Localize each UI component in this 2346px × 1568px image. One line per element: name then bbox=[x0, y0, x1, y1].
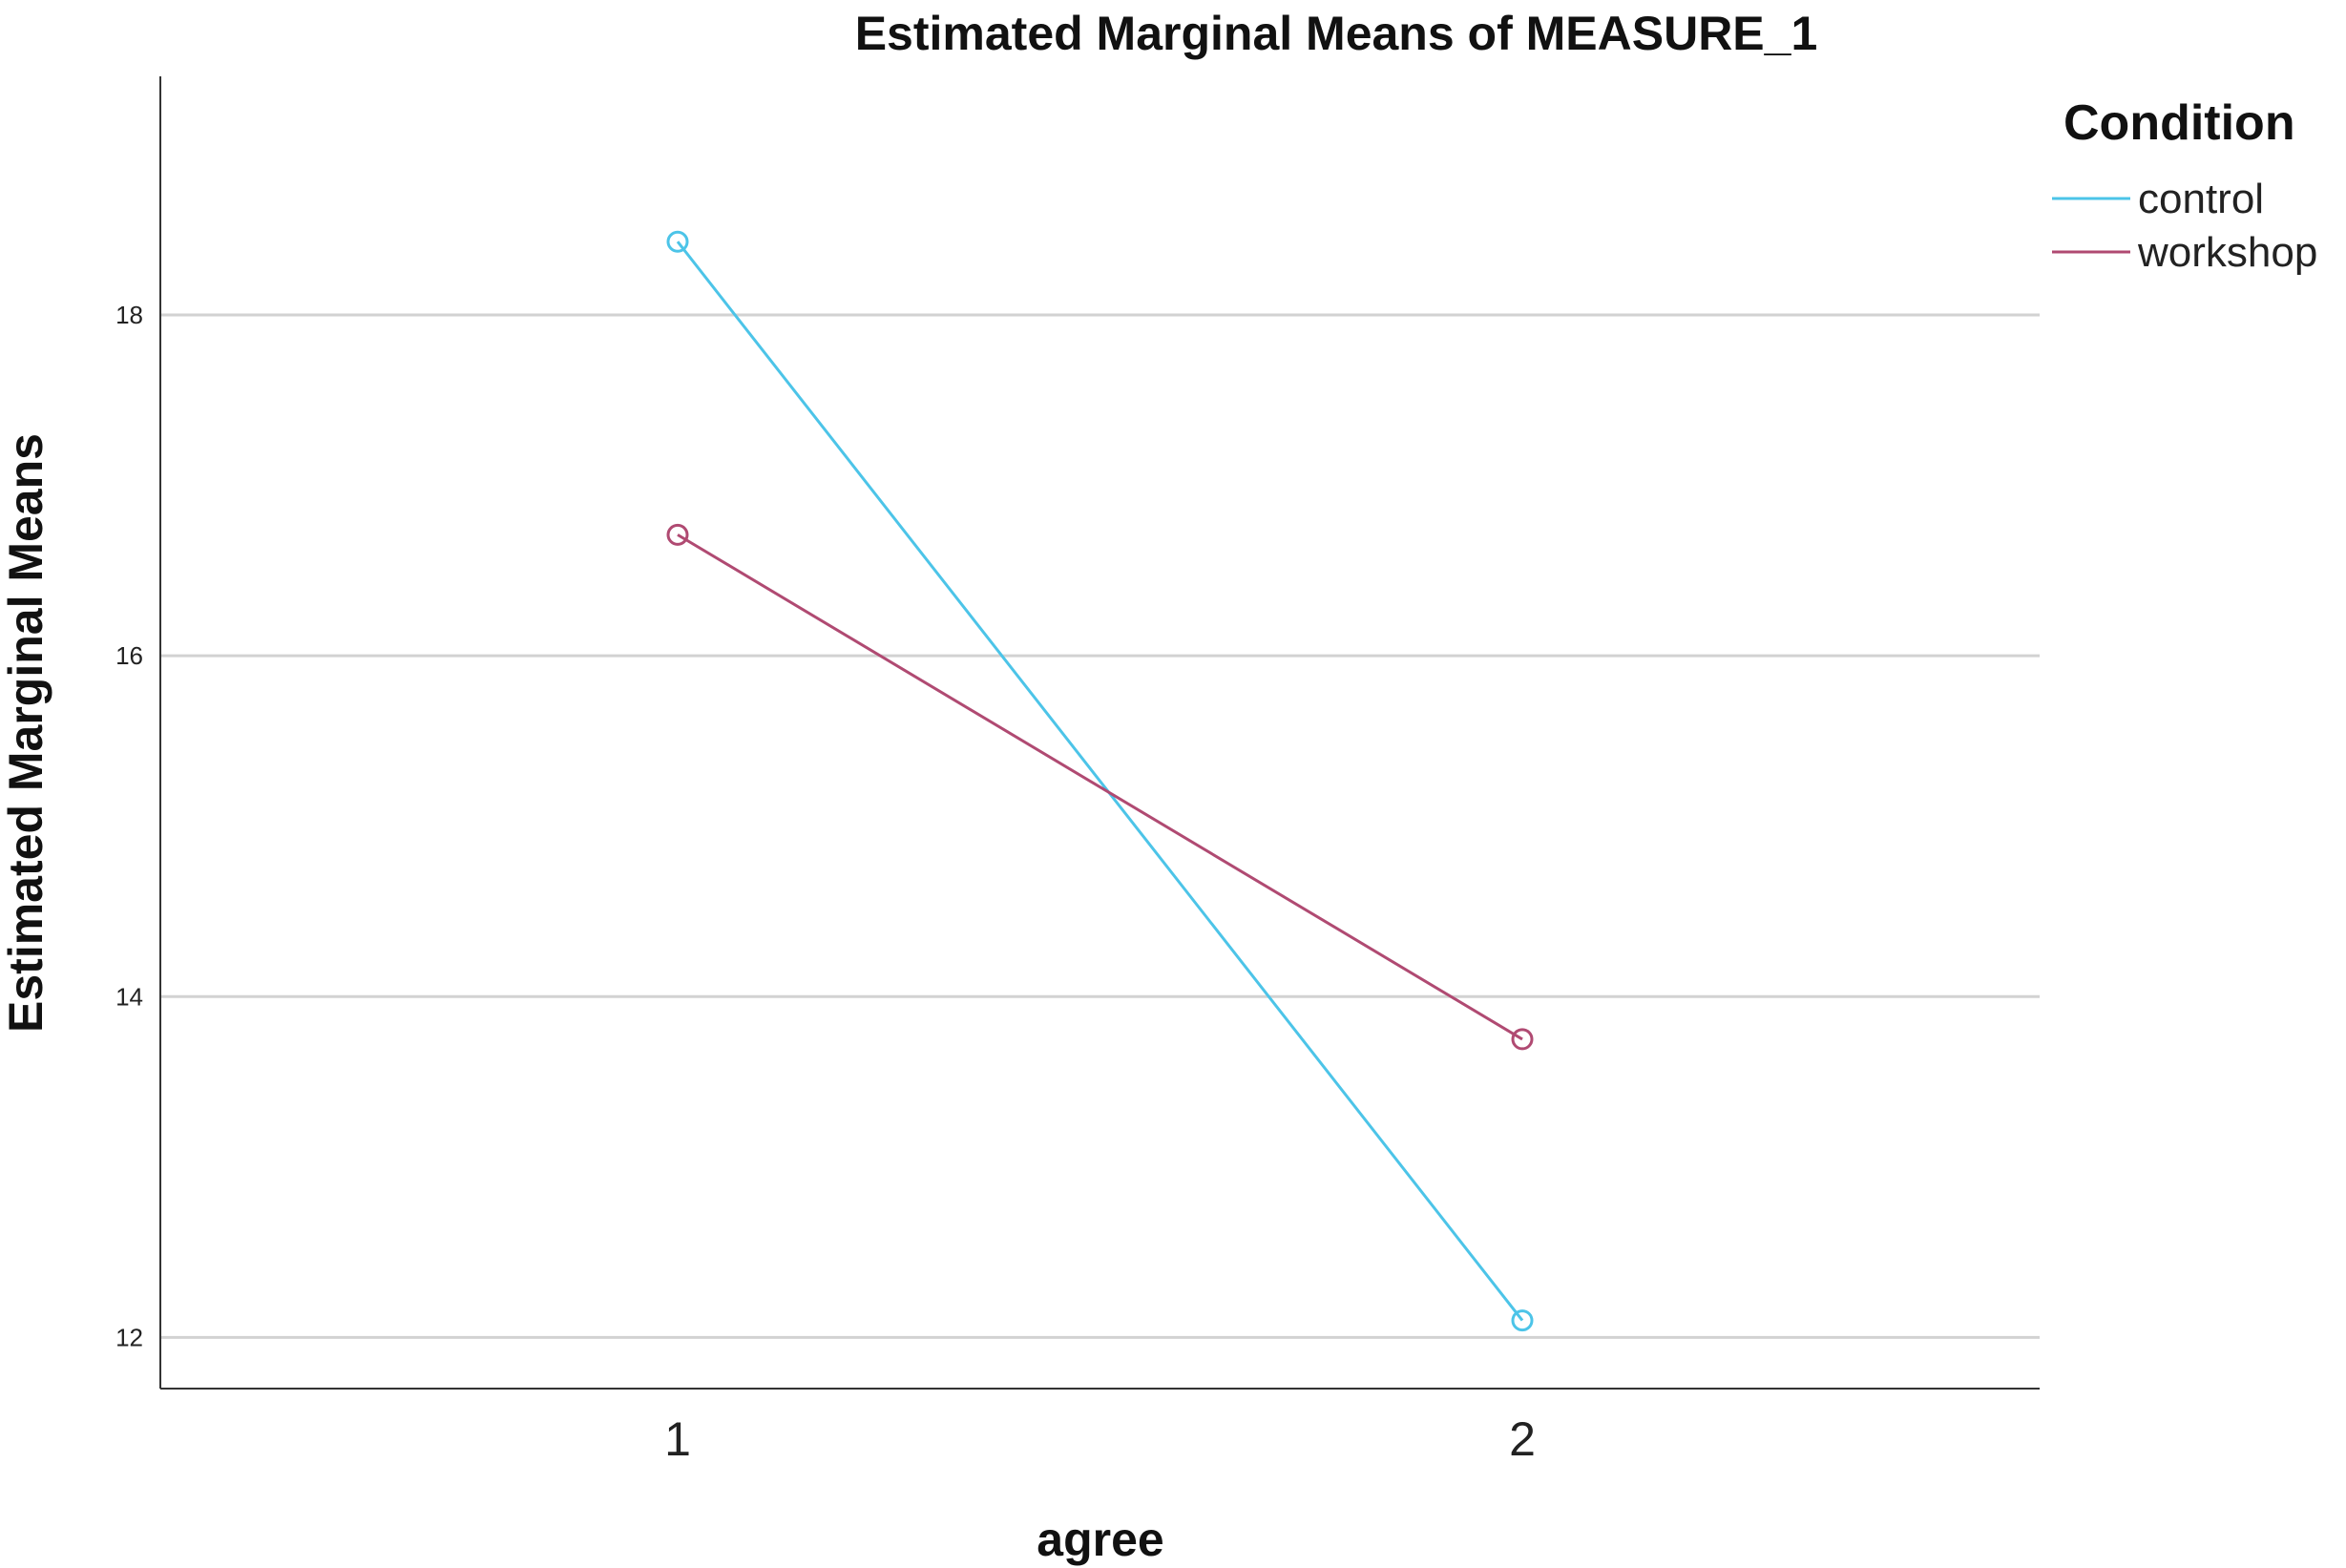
data-point-control bbox=[666, 230, 689, 253]
series-line-control bbox=[676, 240, 1524, 1322]
gridlines bbox=[160, 313, 2040, 1339]
data-point-workshop bbox=[1511, 1028, 1534, 1051]
x-tick-label: 1 bbox=[664, 1412, 691, 1466]
y-tick-label: 14 bbox=[115, 982, 143, 1011]
x-axis-label: agree bbox=[1037, 1513, 1163, 1566]
axes bbox=[159, 76, 2040, 1390]
y-axis-label: Estimated Marginal Means bbox=[0, 433, 52, 1033]
x-tick-label: 2 bbox=[1509, 1412, 1536, 1466]
y-tick-labels: 12 14 16 18 bbox=[115, 301, 143, 1351]
y-tick-label: 12 bbox=[115, 1323, 143, 1351]
series-line-workshop bbox=[677, 533, 1523, 1041]
legend: Condition control workshop bbox=[2052, 95, 2317, 276]
data-point-control bbox=[1511, 1309, 1534, 1332]
legend-items: control workshop bbox=[2052, 176, 2317, 276]
chart-title: Estimated Marginal Means of MEASURE_1 bbox=[855, 7, 1818, 60]
legend-label-workshop: workshop bbox=[2137, 229, 2317, 276]
legend-label-control: control bbox=[2138, 176, 2264, 222]
y-tick-label: 18 bbox=[115, 301, 143, 329]
legend-title: Condition bbox=[2063, 95, 2295, 151]
y-tick-label: 16 bbox=[115, 641, 143, 670]
data-point-workshop bbox=[666, 523, 689, 546]
series bbox=[666, 230, 1534, 1332]
